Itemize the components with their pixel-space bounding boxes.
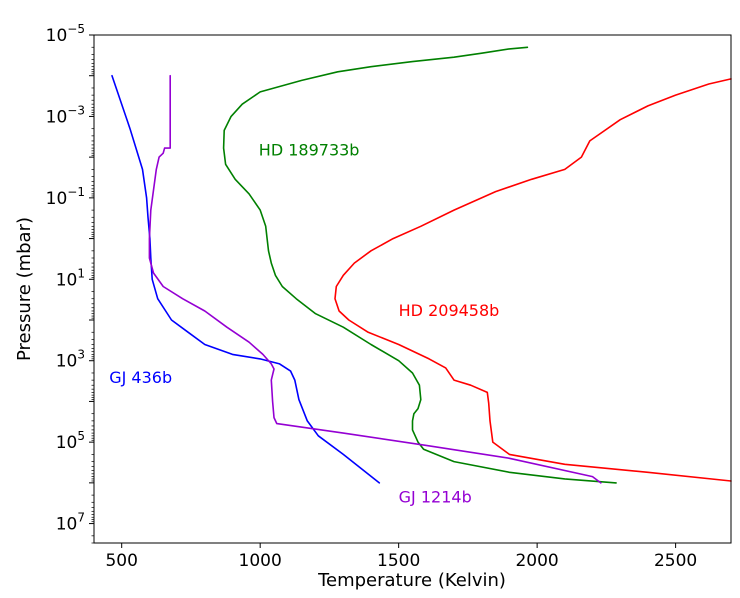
- x-axis: 500 1000 1500 2000 2500: [105, 543, 697, 571]
- series-labels: GJ 436b HD 189733b HD 209458b GJ 1214b: [109, 140, 499, 506]
- series-layer: [111, 46, 732, 484]
- x-tick-label-2: 1500: [377, 551, 420, 571]
- x-axis-label: Temperature (Kelvin): [317, 570, 506, 591]
- series-label-3: GJ 1214b: [399, 487, 472, 506]
- y-tick-label-4: 103: [56, 348, 85, 372]
- series-label-1: HD 189733b: [259, 140, 360, 159]
- x-tick-label-1: 1000: [239, 551, 282, 571]
- series-line-1: [222, 46, 617, 484]
- x-tick-label-0: 500: [105, 551, 137, 571]
- x-tick-label-3: 2000: [515, 551, 558, 571]
- y-tick-label-6: 107: [56, 511, 85, 535]
- series-line-2: [334, 78, 732, 482]
- plot-frame: [93, 34, 732, 544]
- y-axis: 10−5 10−3 10−1 101 103 105 107: [46, 22, 94, 544]
- y-tick-label-2: 10−1: [46, 185, 85, 209]
- series-line-0: [111, 74, 381, 484]
- series-label-2: HD 209458b: [399, 301, 500, 320]
- y-axis-label: Pressure (mbar): [14, 217, 35, 361]
- y-tick-label-0: 10−5: [46, 22, 85, 46]
- y-tick-label-5: 105: [56, 429, 85, 453]
- series-line-3: [148, 74, 602, 484]
- series-label-0: GJ 436b: [109, 368, 172, 387]
- x-tick-label-4: 2500: [654, 551, 697, 571]
- y-tick-label-3: 101: [56, 266, 85, 290]
- y-tick-label-1: 10−3: [46, 103, 85, 127]
